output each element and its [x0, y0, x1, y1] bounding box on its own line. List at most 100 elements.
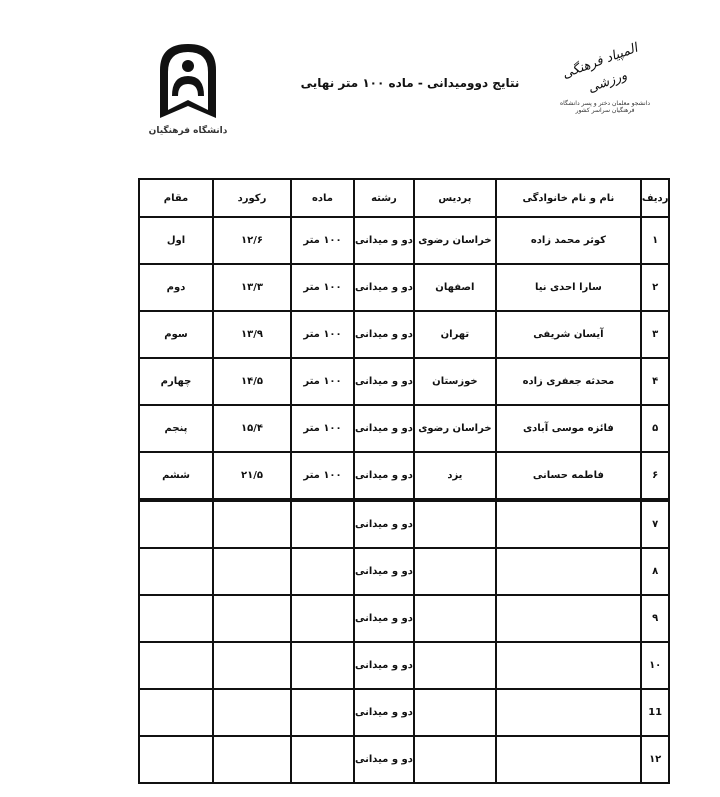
cell-record: ۱۳/۹ — [212, 310, 292, 359]
cell-row-number: ۳ — [639, 310, 671, 359]
cell-event: ۱۰۰ متر — [290, 451, 355, 502]
table-row: ۶ فاطمه حسانی یزد دو و میدانی ۱۰۰ متر ۲۱/۵ ششم — [138, 451, 671, 502]
olympiad-logo-caption: دانشجو معلمان دختر و پسر دانشگاه فرهنگیا… — [559, 100, 651, 114]
cell-event: ۱۰۰ متر — [290, 404, 355, 453]
table-row: ۷ دو و میدانی — [138, 499, 671, 549]
cell-rank: ششم — [138, 451, 214, 502]
cell-field: دو و میدانی — [353, 310, 415, 359]
header-col-event: ماده — [290, 178, 355, 218]
cell-full-name — [494, 594, 642, 643]
table-row: ۴ محدثه جعفری زاده خوزستان دو و میدانی ۱۰۰ م… — [138, 357, 671, 406]
cell-record — [212, 499, 292, 549]
cell-campus — [412, 547, 497, 596]
cell-event: ۱۰۰ متر — [290, 357, 355, 406]
cell-row-number: ۱۲ — [639, 735, 671, 784]
cell-row-number: ۱ — [639, 216, 671, 265]
cell-full-name: آیسان شریفی — [494, 310, 642, 359]
cell-campus: اصفهان — [412, 263, 497, 312]
cell-event — [290, 547, 355, 596]
cell-row-number: ۴ — [639, 357, 671, 406]
university-logo-text: دانشگاه فرهنگیان — [148, 126, 228, 136]
page-title: نتایج دوومیدانی - ماده ۱۰۰ متر نهایی — [300, 76, 520, 90]
header-col-field: رشته — [353, 178, 415, 218]
cell-campus: خراسان رضوی — [412, 216, 497, 265]
header-col-full-name: نام و نام خانوادگی — [494, 178, 642, 218]
cell-campus — [412, 688, 497, 737]
cell-record — [212, 547, 292, 596]
table-row: ۱ کوثر محمد زاده خراسان رضوی دو و میدانی ۱۰۰… — [138, 216, 671, 265]
cell-full-name: محدثه جعفری زاده — [494, 357, 642, 406]
table-row: ۱۰ دو و میدانی — [138, 641, 671, 690]
cell-campus — [412, 594, 497, 643]
cell-campus: تهران — [412, 310, 497, 359]
cell-rank — [138, 641, 214, 690]
cell-rank — [138, 594, 214, 643]
cell-event — [290, 735, 355, 784]
cell-event — [290, 688, 355, 737]
cell-campus: خوزستان — [412, 357, 497, 406]
results-table: ردیف نام و نام خانوادگی پردیس رشته ماده رکورد… — [138, 178, 671, 784]
table-row: 11 دو و میدانی — [138, 688, 671, 737]
cell-rank: دوم — [138, 263, 214, 312]
cell-rank: اول — [138, 216, 214, 265]
cell-event: ۱۰۰ متر — [290, 263, 355, 312]
cell-row-number: ۷ — [639, 499, 671, 549]
cell-campus — [412, 499, 497, 549]
cell-field: دو و میدانی — [353, 263, 415, 312]
table-row: ۱۲ دو و میدانی — [138, 735, 671, 784]
cell-field: دو و میدانی — [353, 547, 415, 596]
cell-rank: پنجم — [138, 404, 214, 453]
cell-rank: چهارم — [138, 357, 214, 406]
cell-event: ۱۰۰ متر — [290, 310, 355, 359]
cell-field: دو و میدانی — [353, 404, 415, 453]
cell-record — [212, 688, 292, 737]
cell-rank — [138, 688, 214, 737]
cell-row-number: 11 — [639, 688, 671, 737]
cell-full-name — [494, 499, 642, 549]
cell-full-name — [494, 735, 642, 784]
cell-row-number: ۸ — [639, 547, 671, 596]
table-row: ۹ دو و میدانی — [138, 594, 671, 643]
cell-record: ۱۴/۵ — [212, 357, 292, 406]
table-header-row: ردیف نام و نام خانوادگی پردیس رشته ماده رکورد… — [138, 178, 671, 218]
cell-full-name — [494, 547, 642, 596]
table-row: ۵ فائزه موسی آبادی خراسان رضوی دو و میدانی ۱… — [138, 404, 671, 453]
cell-full-name: فائزه موسی آبادی — [494, 404, 642, 453]
cell-full-name: کوثر محمد زاده — [494, 216, 642, 265]
cell-row-number: ۶ — [639, 451, 671, 502]
cell-event — [290, 499, 355, 549]
cell-field: دو و میدانی — [353, 594, 415, 643]
university-logo: دانشگاه فرهنگیان — [148, 40, 228, 140]
table-row: ۸ دو و میدانی — [138, 547, 671, 596]
cell-record: ۲۱/۵ — [212, 451, 292, 502]
cell-field: دو و میدانی — [353, 641, 415, 690]
cell-rank — [138, 547, 214, 596]
cell-event — [290, 641, 355, 690]
cell-event: ۱۰۰ متر — [290, 216, 355, 265]
cell-campus — [412, 641, 497, 690]
cell-rank — [138, 499, 214, 549]
cell-field: دو و میدانی — [353, 357, 415, 406]
cell-row-number: ۱۰ — [639, 641, 671, 690]
cell-campus — [412, 735, 497, 784]
cell-field: دو و میدانی — [353, 216, 415, 265]
olympiad-logo: المپیاد فرهنگی ورزشی دانشجو معلمان دختر … — [555, 41, 655, 140]
cell-campus: خراسان رضوی — [412, 404, 497, 453]
cell-full-name — [494, 688, 642, 737]
cell-full-name: سارا احدی نیا — [494, 263, 642, 312]
cell-record: ۱۵/۴ — [212, 404, 292, 453]
cell-rank — [138, 735, 214, 784]
cell-record — [212, 735, 292, 784]
cell-row-number: ۵ — [639, 404, 671, 453]
cell-record — [212, 594, 292, 643]
cell-record: ۱۲/۶ — [212, 216, 292, 265]
header-col-campus: پردیس — [412, 178, 497, 218]
table-row: ۳ آیسان شریفی تهران دو و میدانی ۱۰۰ متر ۱۳/۹ س… — [138, 310, 671, 359]
cell-record: ۱۳/۳ — [212, 263, 292, 312]
cell-field: دو و میدانی — [353, 735, 415, 784]
cell-full-name — [494, 641, 642, 690]
cell-row-number: ۲ — [639, 263, 671, 312]
header-col-row-number: ردیف — [639, 178, 671, 218]
cell-row-number: ۹ — [639, 594, 671, 643]
cell-rank: سوم — [138, 310, 214, 359]
